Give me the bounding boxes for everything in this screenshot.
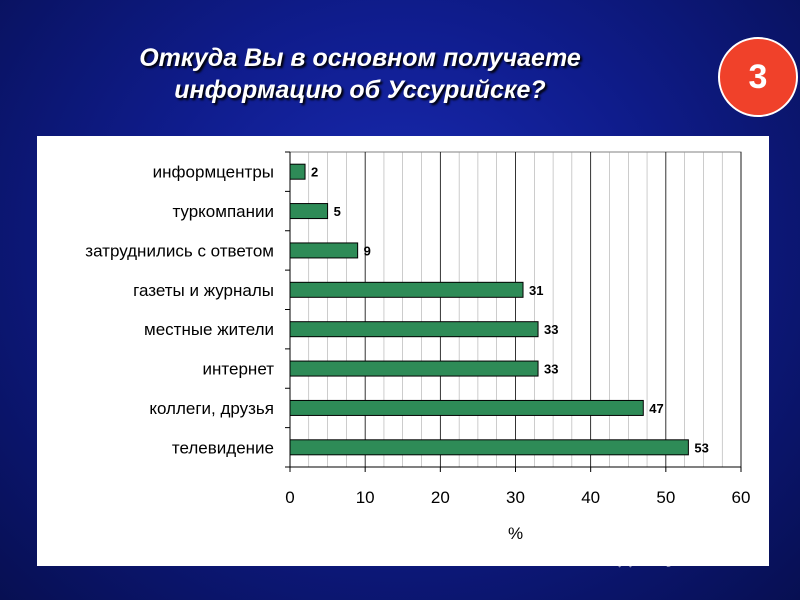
x-tick-label: 10 — [356, 488, 375, 507]
category-label: интернет — [203, 360, 275, 379]
x-tick-label: 40 — [581, 488, 600, 507]
title-line-1: Откуда Вы в основном получаете — [139, 44, 581, 72]
x-tick-label: 50 — [656, 488, 675, 507]
category-label: газеты и журналы — [133, 281, 274, 300]
data-label: 31 — [529, 283, 543, 298]
category-label: туркомпании — [172, 202, 274, 221]
data-label: 5 — [334, 204, 341, 219]
watermark: MyShared — [610, 538, 780, 572]
x-tick-label: 60 — [732, 488, 751, 507]
bar — [289, 242, 359, 259]
bar — [289, 281, 524, 298]
x-tick-label: 30 — [506, 488, 525, 507]
slide-number-badge: 3 — [718, 37, 798, 117]
x-tick-label: 20 — [431, 488, 450, 507]
category-label: телевидение — [172, 438, 274, 457]
watermark-text: MyShared — [646, 541, 756, 568]
bar — [289, 399, 644, 416]
category-label: местные жители — [144, 320, 274, 339]
bar — [289, 321, 539, 338]
slide-title: Откуда Вы в основном получаете информаци… — [100, 42, 620, 106]
bar — [289, 360, 539, 377]
category-label: затруднились с ответом — [85, 241, 274, 260]
bar — [289, 203, 329, 220]
data-label: 33 — [544, 362, 558, 377]
x-axis-title: % — [508, 524, 523, 543]
presentation-icon — [610, 542, 640, 568]
data-label: 9 — [364, 243, 371, 258]
category-label: коллеги, друзья — [149, 399, 274, 418]
bar-chart: 0 10 20 30 40 50 60 информцентры 2 туркомпании 5 за… — [85, 151, 751, 543]
data-label: 33 — [544, 322, 558, 337]
bar — [289, 163, 306, 180]
bar — [289, 439, 689, 456]
data-label: 2 — [311, 165, 318, 180]
data-label: 47 — [649, 401, 663, 416]
data-label: 53 — [694, 440, 708, 455]
chart-panel: 0 10 20 30 40 50 60 информцентры 2 туркомпании 5 за… — [37, 136, 769, 566]
title-line-2: информацию об Уссурийске? — [174, 76, 546, 104]
category-label: информцентры — [153, 163, 274, 182]
x-tick-label: 0 — [285, 488, 294, 507]
